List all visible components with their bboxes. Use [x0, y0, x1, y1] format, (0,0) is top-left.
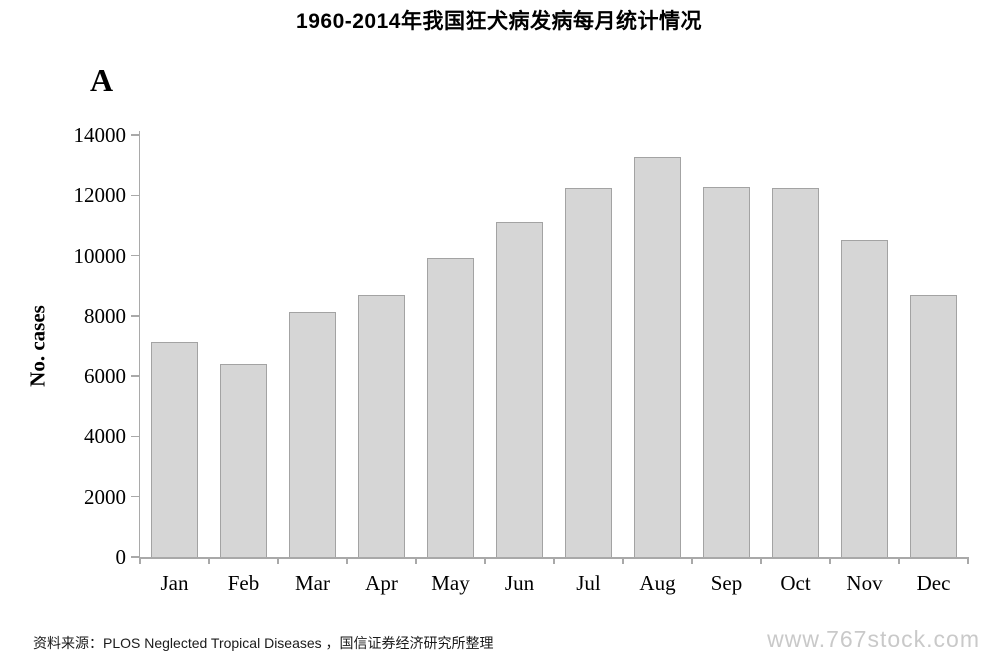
x-tick-4 [415, 557, 417, 564]
x-tick-2 [277, 557, 279, 564]
bar-feb [220, 364, 267, 557]
bar-mar [289, 311, 336, 557]
y-tick-6000 [130, 375, 139, 377]
x-tick-10 [829, 557, 831, 564]
y-tick-label-10000: 10000 [73, 243, 127, 268]
y-axis-line [138, 131, 140, 557]
y-tick-12000 [130, 194, 139, 197]
y-tick-label-14000: 14000 [73, 123, 127, 147]
bar-oct [772, 187, 819, 557]
x-label-jul: Jul [576, 571, 601, 595]
bar-apr [358, 294, 405, 557]
x-tick-7 [622, 557, 624, 564]
x-axis-labels: Jan Feb Mar Apr May Jun Jul Aug Sep Oct Nov Dec [140, 571, 968, 596]
y-tick-14000 [130, 134, 139, 136]
y-tick-0 [130, 556, 139, 558]
x-label-feb: Feb [227, 571, 260, 595]
bar-jun [496, 222, 543, 557]
y-tick-4000 [130, 435, 139, 438]
x-label-sep: Sep [710, 571, 743, 595]
bar-aug [634, 157, 681, 557]
x-label-jun: Jun [504, 571, 535, 595]
x-tick-12 [967, 557, 969, 564]
x-tick-11 [898, 557, 900, 564]
x-label-may: May [431, 571, 470, 595]
x-label-oct: Oct [780, 571, 811, 595]
watermark: www.767stock.com [767, 626, 980, 652]
y-tick-label-4000: 4000 [84, 424, 126, 449]
x-label-aug: Aug [639, 571, 676, 595]
chart-title: 1960-2014年我国狂犬病发病每月统计情况 [296, 10, 702, 33]
y-tick-label-6000: 6000 [84, 364, 126, 389]
bar-may [427, 258, 474, 557]
y-tick-8000 [130, 315, 139, 317]
bar-nov [841, 239, 888, 557]
y-tick-2000 [130, 495, 139, 498]
x-label-nov: Nov [846, 571, 883, 595]
x-label-jan: Jan [160, 571, 189, 595]
y-tick-label-8000: 8000 [84, 303, 126, 328]
source-note: 资料来源：PLOS Neglected Tropical Diseases ，国… [33, 635, 494, 651]
bar-sep [703, 186, 750, 557]
x-label-dec: Dec [916, 571, 951, 595]
y-tick-label-2000: 2000 [84, 484, 126, 509]
bar-dec [910, 294, 957, 557]
bar-jul [565, 188, 612, 557]
x-tick-9 [760, 557, 762, 564]
x-tick-3 [346, 557, 348, 564]
bar-jan [151, 341, 198, 557]
y-tick-label-0: 0 [115, 545, 127, 569]
x-tick-1 [208, 557, 210, 564]
y-tick-label-12000: 12000 [73, 183, 127, 208]
plot-area [130, 131, 969, 564]
panel-label: A [90, 62, 114, 98]
x-tick-8 [691, 557, 693, 564]
x-tick-0 [139, 557, 141, 564]
x-label-mar: Mar [295, 571, 330, 595]
x-tick-5 [484, 557, 486, 564]
x-tick-6 [553, 557, 555, 564]
x-label-apr: Apr [365, 571, 398, 595]
y-tick-10000 [130, 254, 139, 257]
